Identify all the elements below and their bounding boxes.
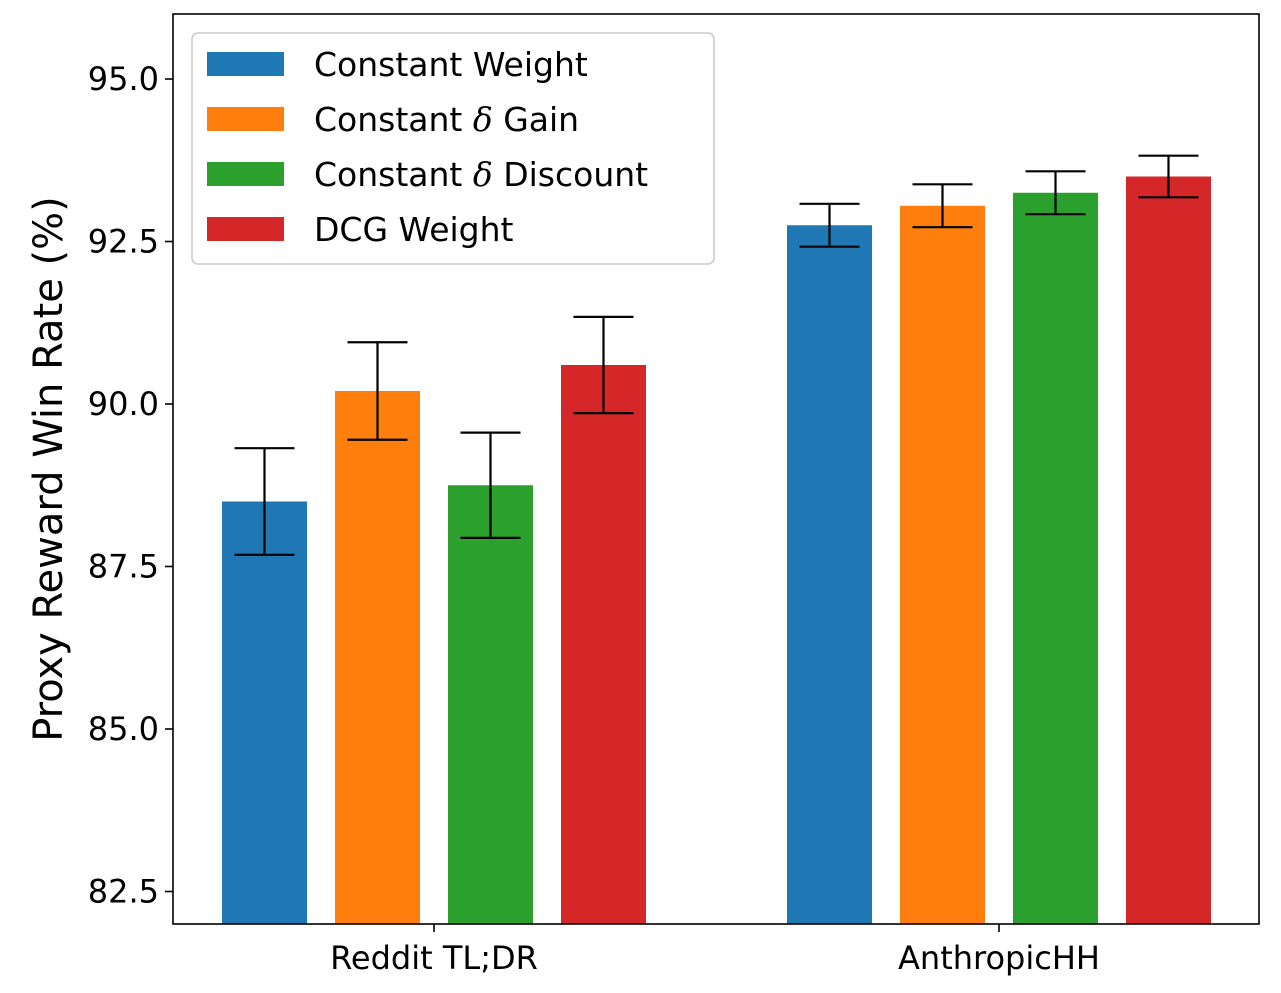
bar-series1-cat0 — [335, 391, 420, 924]
bar-series3-cat0 — [561, 365, 646, 924]
x-tick-label: Reddit TL;DR — [330, 939, 538, 977]
y-axis-title: Proxy Reward Win Rate (%) — [26, 196, 72, 741]
legend-swatch — [207, 107, 284, 131]
x-axis: Reddit TL;DR AnthropicHH — [330, 924, 1100, 977]
error-bars-layer — [234, 154, 1199, 556]
bar-series1-cat1 — [900, 205, 985, 924]
legend-swatch — [207, 52, 284, 76]
legend: Constant Weight Constant δ Gain Constant δ… — [191, 32, 715, 265]
bar-series0-cat0 — [222, 501, 307, 924]
y-tick-label: 92.5 — [88, 223, 159, 261]
x-tick-label: AnthropicHH — [898, 939, 1100, 977]
bar-series2-cat1 — [1013, 192, 1098, 924]
y-tick-label: 95.0 — [88, 60, 159, 98]
bar-series3-cat1 — [1126, 176, 1211, 924]
y-tick-label: 82.5 — [88, 873, 159, 911]
legend-label: Constant δ Discount — [314, 155, 648, 194]
bar-series0-cat1 — [787, 225, 872, 924]
y-axis: 82.5 85.0 87.5 90.0 92.5 95.0 — [88, 60, 173, 911]
y-tick-label: 85.0 — [88, 710, 159, 748]
legend-box — [191, 32, 715, 265]
legend-label: Constant δ Gain — [314, 100, 579, 139]
y-tick-label: 90.0 — [88, 385, 159, 423]
bars-layer — [222, 176, 1211, 924]
bar-series2-cat0 — [448, 485, 533, 924]
legend-swatch — [207, 162, 284, 186]
plot-frame — [172, 13, 1260, 925]
legend-label: Constant Weight — [314, 45, 588, 84]
y-tick-label: 87.5 — [88, 548, 159, 586]
legend-swatch — [207, 217, 284, 241]
legend-label: DCG Weight — [314, 210, 514, 249]
